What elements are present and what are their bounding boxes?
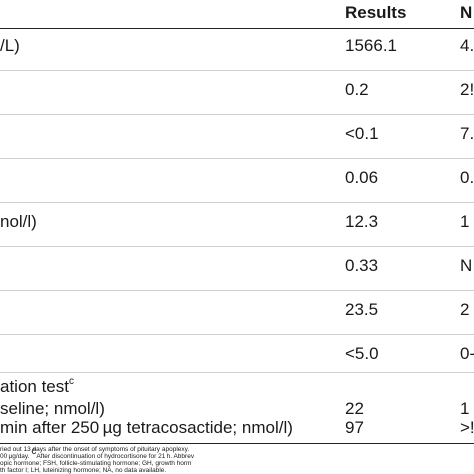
row-divider <box>0 372 474 373</box>
row-normal: 2 <box>460 300 470 319</box>
row-normal: N <box>460 256 473 275</box>
header-rule <box>0 28 474 29</box>
row-result: 97 <box>345 418 364 437</box>
row-label: seline; nmol/l) <box>0 399 105 418</box>
row-result: 12.3 <box>345 212 379 231</box>
row-result: 0.2 <box>345 80 369 99</box>
row-divider <box>0 70 474 71</box>
footnote-line: opic hormone; FSH, follicle-stimulating … <box>0 460 192 467</box>
row-result: 1566.1 <box>345 36 397 55</box>
row-result: <5.0 <box>345 344 379 363</box>
row-normal: 0. <box>460 168 474 187</box>
row-normal: 1 <box>460 212 470 231</box>
row-divider <box>0 202 474 203</box>
column-header-normal: N <box>460 3 473 22</box>
footnote-line: th factor I; LH, luteinizing hormone; NA… <box>0 467 167 474</box>
row-result: 22 <box>345 399 364 418</box>
footnote-line: ried out 13 days after the onset of symp… <box>0 446 190 453</box>
footnote-line: 00 µg/day. cAfter discontinuation of hyd… <box>0 446 195 461</box>
row-result: 0.33 <box>345 256 379 275</box>
stimulation-test-title: ation testc <box>0 376 74 396</box>
column-header-results: Results <box>345 3 407 22</box>
row-label: min after 250 µg tetracosactide; nmol/l) <box>0 418 293 437</box>
row-normal: 2! <box>460 80 474 99</box>
row-divider <box>0 158 474 159</box>
row-normal: 7. <box>460 124 474 143</box>
row-divider <box>0 114 474 115</box>
row-result: <0.1 <box>345 124 379 143</box>
row-divider <box>0 334 474 335</box>
row-label: /L) <box>0 36 20 55</box>
table-bottom-rule <box>0 443 474 444</box>
row-normal: 1 <box>460 399 470 418</box>
row-label: nol/l) <box>0 212 37 231</box>
row-result: 0.06 <box>345 168 379 187</box>
row-divider <box>0 246 474 247</box>
row-divider <box>0 290 474 291</box>
row-result: 23.5 <box>345 300 379 319</box>
row-normal: >! <box>460 418 474 437</box>
footnote-marker: c <box>69 376 74 388</box>
footnote-marker: c <box>31 446 37 457</box>
row-normal: 0- <box>460 344 474 363</box>
row-normal: 4. <box>460 36 474 55</box>
